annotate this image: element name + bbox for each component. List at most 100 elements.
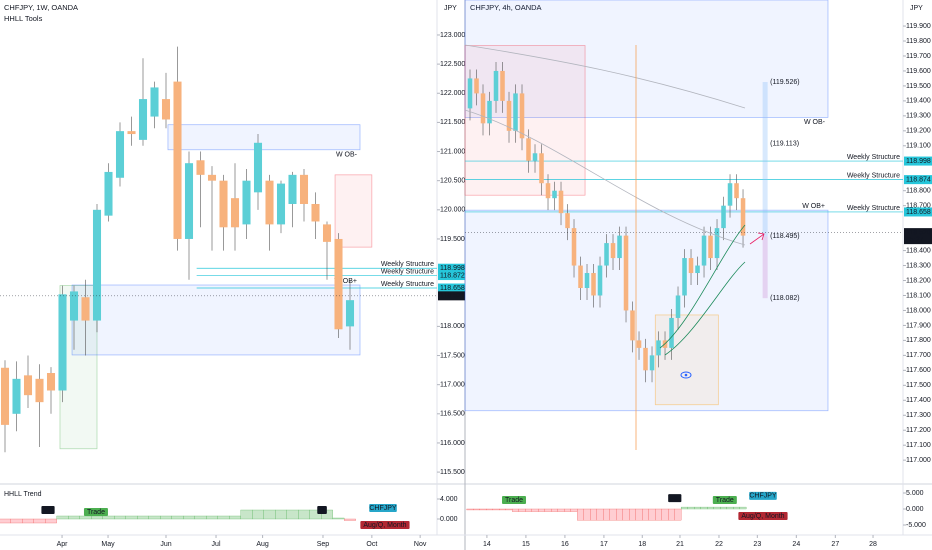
tag-label: -5 [672, 495, 678, 502]
trend-column [525, 508, 532, 512]
candle-body [196, 160, 205, 175]
trend-column [739, 506, 747, 510]
tag [749, 491, 777, 500]
structure-label: Weekly Structure [847, 154, 900, 161]
y-tick-label: 119.400 [906, 98, 931, 105]
tag [41, 506, 55, 514]
trend-column [263, 509, 276, 520]
candle-body [552, 190, 557, 199]
y-tick-label: 118.000 [440, 323, 465, 330]
candle-body [721, 205, 726, 229]
moving-average [464, 109, 746, 246]
trend-column [590, 508, 597, 521]
candle-body [230, 198, 240, 228]
candle-body [35, 378, 44, 403]
structure-label: Weekly Structure [381, 261, 434, 268]
price-badge-label: 118.658 [440, 285, 465, 292]
eye-icon [680, 371, 692, 379]
trend-column [10, 518, 23, 524]
candle-body [682, 258, 687, 296]
trend-column [707, 506, 714, 510]
y-tick-label: 120.500 [440, 178, 465, 185]
candle-body [597, 265, 603, 296]
projection-up [762, 82, 768, 237]
tag-label: CHFJPY [749, 493, 777, 500]
trend-column [298, 509, 310, 520]
tag-label: Trade [716, 497, 734, 504]
y-tick-label: 118.000 [906, 307, 931, 314]
x-tick-label: Aug [256, 541, 269, 548]
candle-body [104, 171, 113, 216]
x-tick-label: 18 [638, 541, 646, 548]
price-badge-label: 118.998 [440, 265, 465, 272]
y-tick-label: 119.300 [906, 113, 931, 120]
trend-column [531, 508, 539, 512]
y-tick-label: 117.000 [906, 457, 931, 464]
candle-body [12, 378, 21, 414]
structure-label: Weekly Structure [847, 172, 900, 179]
trend-column [160, 515, 172, 520]
candle-body [276, 183, 286, 225]
trend-column [125, 515, 138, 520]
y-tick-label: 117.100 [906, 442, 931, 449]
candle-body [242, 180, 251, 225]
zone [464, 0, 829, 118]
trend-column [91, 515, 103, 520]
projection-label: (119.113) [770, 141, 799, 148]
trend-column [206, 515, 218, 520]
trend-column [720, 506, 727, 510]
price-badge-label: 118.998 [906, 158, 931, 165]
candle-body [173, 81, 182, 239]
trend-column [577, 508, 584, 521]
candle-body [734, 183, 739, 199]
y-tick-label: 123.000 [440, 32, 465, 39]
trend-column [648, 508, 656, 521]
tag [369, 504, 397, 512]
trend-column [183, 515, 195, 520]
last-price-label: 118.520 [906, 229, 931, 236]
candle-body [115, 131, 125, 178]
trend-column [252, 509, 264, 520]
tag [317, 506, 327, 514]
candle-body [675, 295, 681, 318]
trend-column [622, 508, 630, 521]
y-tick-label: 117.200 [906, 427, 931, 434]
candle-body [467, 78, 473, 109]
candle-body [630, 310, 635, 341]
trend-column [635, 508, 643, 521]
y-tick-label: 119.900 [906, 23, 931, 30]
price-badge [904, 175, 932, 185]
trend-column [499, 508, 506, 511]
tag [83, 508, 108, 516]
candle-body [253, 142, 263, 193]
trend-column [564, 508, 571, 512]
tag-label: CHFJPY [369, 505, 397, 512]
x-tick-label: 16 [561, 541, 569, 548]
candle-body [138, 99, 148, 140]
x-tick-label: 14 [483, 541, 491, 548]
y-tick-label: 119.600 [906, 68, 931, 75]
moving-average [464, 44, 746, 109]
last-price-label: 118.524 [440, 293, 465, 300]
candle-body [513, 93, 518, 131]
tag-label: Trade [505, 497, 523, 504]
x-tick-label: 15 [522, 541, 530, 548]
currency-label: JPY [910, 5, 923, 12]
y-tick-label: 119.800 [906, 38, 931, 45]
candle-body [219, 180, 228, 228]
trend-column [229, 515, 241, 520]
candle-body [334, 238, 343, 330]
y-tick-label: 119.500 [906, 83, 931, 90]
candle-body [539, 153, 544, 184]
trend-column [674, 508, 682, 521]
zone-label: W OB- [804, 119, 826, 126]
candle-body [265, 180, 274, 225]
candle-body [558, 190, 564, 214]
candle-body [727, 183, 733, 206]
candle-body [311, 203, 320, 222]
trend-column [479, 508, 487, 511]
tag [668, 494, 682, 503]
trend-column [700, 506, 708, 510]
projection-label: (118.495) [770, 233, 799, 240]
x-tick-label: 24 [792, 541, 800, 548]
